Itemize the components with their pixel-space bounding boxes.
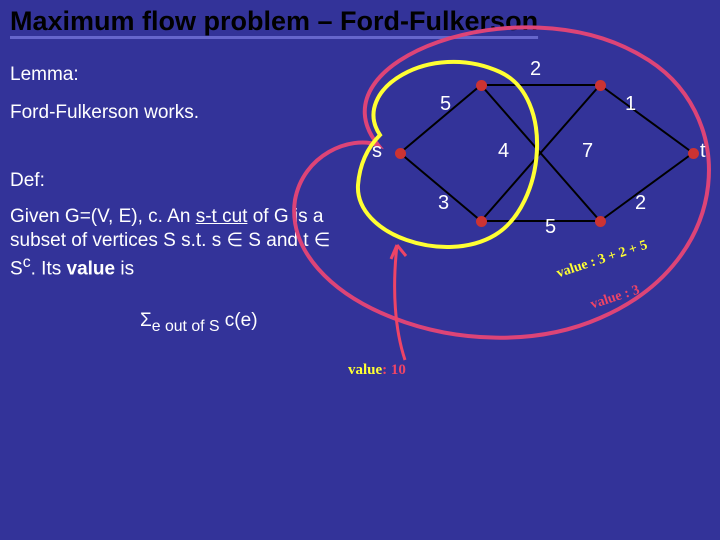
label-bot: 5 xyxy=(545,216,556,239)
node-top-left xyxy=(476,80,487,91)
label-tr: 1 xyxy=(625,93,636,116)
label-tl: 5 xyxy=(440,93,451,116)
node-top-right xyxy=(595,80,606,91)
graph-diagram xyxy=(0,0,720,540)
arrow-head xyxy=(391,245,406,259)
label-midr: 7 xyxy=(582,140,593,163)
label-top: 2 xyxy=(530,58,541,81)
label-t: t xyxy=(700,140,706,163)
node-t xyxy=(688,148,699,159)
cut-yellow xyxy=(358,62,537,247)
label-s: s xyxy=(372,140,382,163)
label-bl: 3 xyxy=(438,192,449,215)
node-s xyxy=(395,148,406,159)
cut-value-bottom: value: 10 xyxy=(348,362,406,379)
label-br: 2 xyxy=(635,192,646,215)
arrow-to-cut xyxy=(395,245,405,360)
node-bot-right xyxy=(595,216,606,227)
label-midl: 4 xyxy=(498,140,509,163)
node-bot-left xyxy=(476,216,487,227)
